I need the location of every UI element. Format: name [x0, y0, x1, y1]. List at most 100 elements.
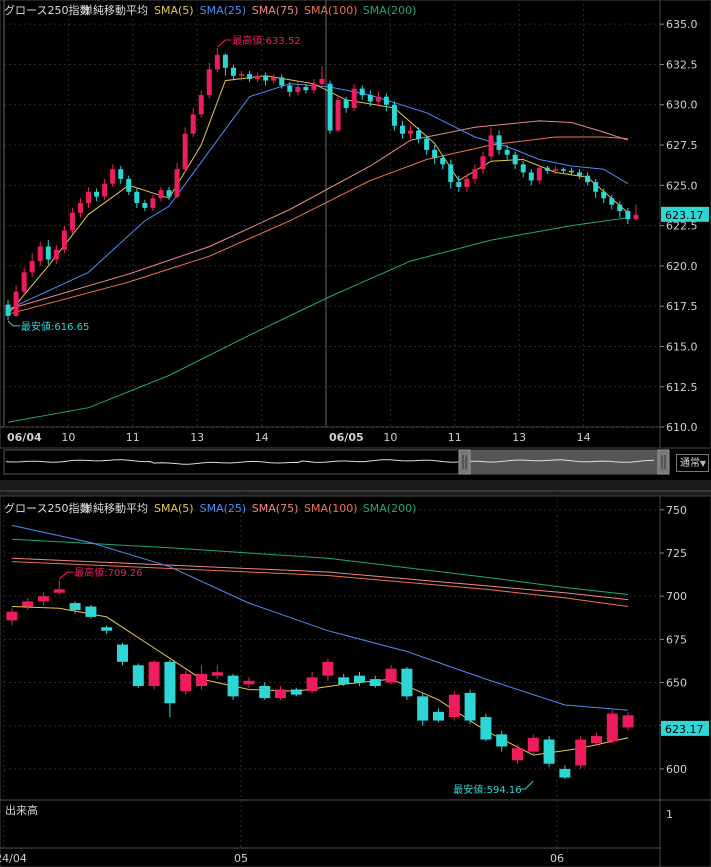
top-annotations: 最高値:633.52 最安値:616.65 623.17	[7, 34, 709, 333]
volume-y-tick: 1	[666, 808, 673, 821]
candle-body	[198, 95, 204, 115]
candle-body	[182, 133, 188, 170]
candle-body	[369, 679, 381, 686]
top-indicator-label: 単純移動平均	[82, 3, 148, 17]
candle-body	[29, 261, 35, 273]
candle-body	[391, 104, 397, 126]
candle-body	[448, 164, 454, 183]
candle-body	[243, 680, 255, 685]
y-tick-label: 622.5	[666, 220, 698, 233]
candle-body	[609, 198, 615, 205]
candle-body	[408, 130, 414, 134]
candle-body	[132, 665, 144, 686]
candle-body	[585, 175, 591, 183]
candle-body	[575, 739, 587, 766]
candle-body	[77, 203, 83, 213]
y-tick-label: 600	[666, 763, 687, 776]
candle-body	[383, 96, 389, 105]
navigator-left-handle[interactable]	[458, 449, 471, 475]
x-tick-label: 05	[234, 852, 248, 865]
candle-body	[552, 169, 558, 171]
x-tick-label: 10	[61, 431, 75, 444]
bottom-chart-title: グロース250指数	[4, 501, 90, 515]
candle-body	[480, 156, 486, 170]
candle-body	[37, 246, 43, 262]
sma100-line	[11, 561, 629, 607]
candle-body	[101, 627, 113, 631]
candle-body	[21, 272, 27, 292]
high-label: 最高値:709.26	[74, 566, 142, 579]
x-tick-label: 13	[190, 431, 204, 444]
candle-body	[230, 67, 236, 76]
candle-body	[520, 164, 526, 173]
candle-body	[85, 606, 97, 617]
top-candles	[5, 48, 639, 320]
x-tick-label: 06/04	[7, 431, 42, 444]
candle-body	[543, 739, 555, 764]
sma25-line	[7, 83, 629, 310]
candle-body	[6, 611, 18, 621]
low-arrow	[519, 780, 534, 790]
navigator-right-handle[interactable]	[657, 449, 670, 475]
x-tick-label: 13	[512, 431, 526, 444]
high-arrow	[216, 39, 232, 48]
bottom-annotations: 最高値:709.26 最安値:594.16 623.17	[58, 566, 709, 796]
candle-body	[496, 135, 502, 150]
candle-body	[275, 689, 286, 699]
top-chart-title: グロース250指数	[4, 3, 90, 17]
candle-body	[633, 214, 639, 220]
candle-body	[496, 734, 508, 747]
candle-body	[322, 661, 334, 676]
candle-body	[319, 78, 325, 84]
candle-body	[354, 675, 365, 683]
bottom-legend: SMA(5) SMA(25) SMA(75) SMA(100) SMA(200)	[154, 502, 416, 515]
candle-body	[174, 169, 180, 197]
candle-body	[625, 211, 631, 220]
sma200-line	[11, 538, 629, 595]
candle-body	[488, 135, 494, 157]
candle-body	[401, 668, 413, 697]
candle-body	[338, 677, 350, 685]
candle-body	[560, 169, 566, 171]
candle-body	[222, 54, 228, 68]
mode-dropdown[interactable]: 通常 ▼	[676, 454, 709, 472]
y-tick-label: 615.0	[666, 340, 698, 353]
candle-body	[311, 83, 317, 91]
top-chart-grid	[3, 0, 660, 428]
navigator-line	[5, 459, 654, 465]
candle-body	[53, 589, 65, 593]
y-tick-label: 700	[666, 590, 687, 603]
high-label: 最高値:633.52	[232, 34, 300, 47]
candle-body	[263, 75, 269, 81]
candle-body	[126, 178, 132, 192]
y-tick-label: 630.0	[666, 99, 698, 112]
candle-body	[211, 672, 223, 676]
y-tick-label: 725	[666, 547, 687, 560]
candle-body	[158, 190, 164, 199]
candle-body	[238, 74, 244, 76]
candle-body	[118, 169, 124, 179]
low-arrow	[7, 320, 21, 327]
panel-separator	[0, 480, 711, 496]
candle-body	[102, 183, 108, 197]
top-x-axis: 06/04 10 11 13 14 06/05 10 11 13 14	[7, 431, 591, 444]
low-label: 最安値:616.65	[21, 320, 89, 333]
candle-body	[432, 149, 438, 158]
x-tick-label: 14	[255, 431, 269, 444]
bottom-x-axis: 2024/04 05 06	[0, 852, 564, 865]
candle-body	[142, 203, 148, 208]
candle-body	[271, 77, 277, 81]
top-y-axis: 635.0 632.5 630.0 627.5 625.0 622.5 620.0 617.5…	[660, 18, 698, 434]
chevron-down-icon: ▼	[699, 459, 706, 468]
candle-body	[440, 157, 446, 165]
x-tick-label: 06/05	[329, 431, 364, 444]
candle-body	[424, 138, 430, 150]
candle-body	[180, 673, 192, 692]
y-tick-label: 625.0	[666, 179, 698, 192]
x-tick-label: 2024/04	[0, 852, 27, 865]
high-arrow	[58, 571, 74, 580]
candle-body	[306, 677, 318, 692]
candle-body	[464, 178, 470, 187]
candle-body	[433, 711, 444, 721]
